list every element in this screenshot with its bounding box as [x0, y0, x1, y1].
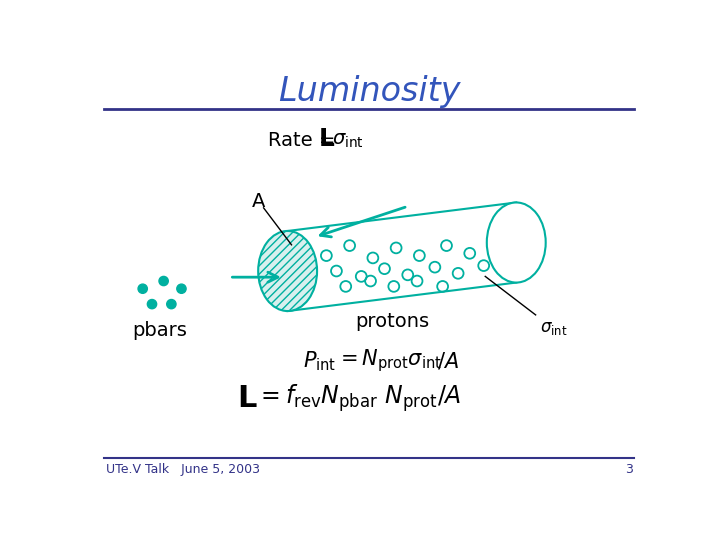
Text: protons: protons: [355, 311, 429, 330]
Circle shape: [167, 300, 176, 309]
Text: $\mathbf{L}$: $\mathbf{L}$: [238, 383, 258, 412]
Ellipse shape: [258, 231, 317, 311]
Text: Luminosity: Luminosity: [278, 75, 460, 108]
Circle shape: [177, 284, 186, 294]
Text: L: L: [319, 127, 335, 151]
Text: $= f_{\rm rev}N_{\rm pbar}\ N_{\rm prot}/A$: $= f_{\rm rev}N_{\rm pbar}\ N_{\rm prot}…: [256, 382, 462, 414]
Circle shape: [159, 276, 168, 286]
Ellipse shape: [487, 203, 546, 282]
Circle shape: [138, 284, 148, 294]
Polygon shape: [287, 203, 516, 311]
Text: 3: 3: [625, 463, 632, 476]
Text: $= N_{\rm prot}\sigma_{\rm int}$: $= N_{\rm prot}\sigma_{\rm int}$: [336, 348, 442, 374]
Text: pbars: pbars: [132, 321, 187, 340]
Text: $\sigma_{\rm int}$: $\sigma_{\rm int}$: [332, 131, 364, 150]
Text: Rate =: Rate =: [269, 131, 342, 150]
Text: $P_{\rm int}$: $P_{\rm int}$: [303, 349, 336, 373]
Text: $\sigma_{\rm int}$: $\sigma_{\rm int}$: [539, 319, 567, 336]
Circle shape: [148, 300, 157, 309]
Text: A: A: [252, 192, 266, 211]
Text: $/A$: $/A$: [437, 350, 459, 372]
Text: UTe.V Talk   June 5, 2003: UTe.V Talk June 5, 2003: [106, 463, 259, 476]
